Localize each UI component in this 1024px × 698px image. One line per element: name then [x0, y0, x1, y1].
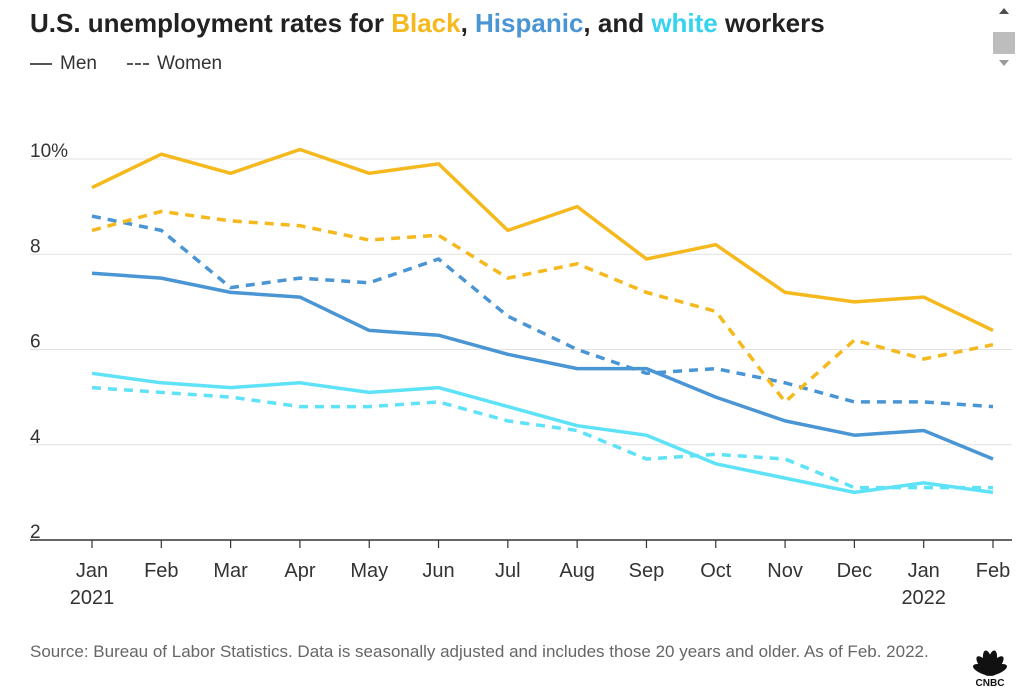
series-line-white-women: [91, 385, 993, 490]
x-year-label: 2021: [70, 587, 115, 609]
x-year-label: 2022: [901, 587, 946, 609]
line-chart: 2 4 6 8 10% Jan Feb Mar Apr May Jun Jul Aug Sep Oct No…: [30, 141, 1012, 609]
y-axis-ticks: 2 4 6 8 10%: [30, 141, 68, 543]
title-group-white: white: [651, 8, 718, 38]
x-tick-label: Feb: [144, 560, 178, 582]
scroll-down-arrow-icon[interactable]: [991, 58, 1017, 74]
scrollbar[interactable]: [991, 6, 1017, 76]
series-line-hispanic-men: [91, 271, 994, 461]
x-tick-label: Aug: [559, 560, 595, 582]
legend-label-men: Men: [60, 53, 97, 74]
y-tick-label: 10%: [30, 141, 68, 162]
logo-text: CNBC: [976, 678, 1005, 688]
title-group-black: Black: [391, 8, 461, 38]
x-tick-label: Jan: [76, 560, 108, 582]
cnbc-peacock-logo: CNBC: [962, 644, 1018, 689]
chart-legend: Men Women: [30, 52, 252, 76]
x-tick-label: Mar: [213, 560, 248, 582]
x-tick-label: Jun: [422, 560, 454, 582]
series-line-black-women: [91, 209, 994, 404]
x-tick-label: Feb: [976, 560, 1010, 582]
chart-title: U.S. unemployment rates for Black, Hispa…: [30, 8, 825, 39]
x-tick-label: Nov: [767, 560, 803, 582]
scrollbar-thumb[interactable]: [993, 32, 1015, 54]
x-axis: Jan Feb Mar Apr May Jun Jul Aug Sep Oct Nov Dec Jan F…: [70, 540, 1010, 609]
x-tick-label: Sep: [629, 560, 665, 582]
series-line-black-men: [91, 147, 994, 332]
series-line-white-men: [91, 371, 994, 495]
x-tick-label: Jul: [495, 560, 521, 582]
title-suffix: workers: [717, 8, 825, 38]
legend-dashed-line-swatch: [126, 63, 149, 65]
title-prefix: U.S. unemployment rates for: [30, 8, 392, 38]
legend-item-women: Women: [126, 53, 223, 75]
title-sep-1: ,: [460, 8, 476, 38]
grid-layer: [30, 158, 1012, 541]
source-note: Source: Bureau of Labor Statistics. Data…: [30, 642, 929, 661]
series-layer: [91, 147, 994, 495]
x-tick-label: Oct: [700, 560, 732, 582]
scroll-up-arrow-icon[interactable]: [991, 6, 1017, 22]
legend-label-women: Women: [156, 53, 223, 74]
y-tick-label: 4: [30, 427, 41, 448]
legend-solid-line-swatch: [30, 63, 52, 65]
x-tick-label: Dec: [837, 560, 873, 582]
x-tick-label: Apr: [284, 560, 315, 582]
y-tick-label: 8: [30, 236, 41, 257]
legend-item-men: Men: [30, 53, 97, 75]
x-tick-label: Jan: [908, 560, 940, 582]
title-group-hispanic: Hispanic: [475, 8, 584, 38]
series-line-hispanic-women: [91, 214, 994, 409]
y-tick-label: 6: [30, 332, 41, 353]
title-sep-2: , and: [583, 8, 652, 38]
x-tick-label: May: [350, 560, 388, 582]
y-tick-label: 2: [30, 522, 41, 543]
